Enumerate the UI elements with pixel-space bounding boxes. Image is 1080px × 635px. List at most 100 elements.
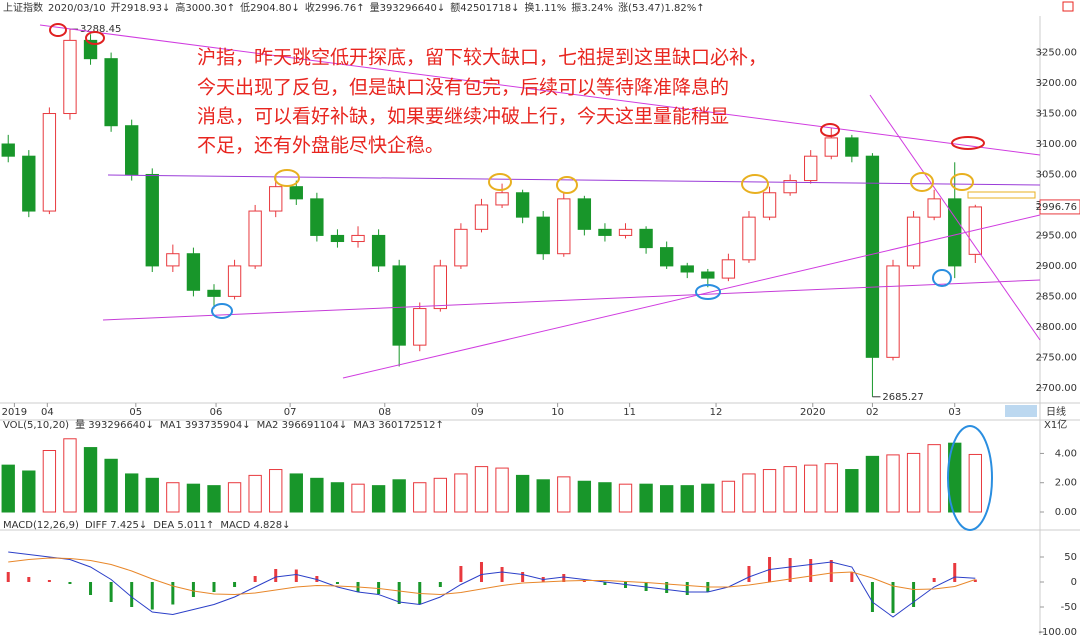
y-tick-label: 2850.00 (1036, 291, 1077, 302)
macd-bar (109, 582, 113, 602)
volume-bar (639, 483, 653, 513)
macd-bar (68, 582, 72, 584)
volume-bar (598, 482, 612, 513)
volume-bar (104, 458, 118, 513)
header-item: 振3.24% (571, 1, 613, 14)
candle-body (83, 39, 98, 60)
window-icon[interactable] (1062, 1, 1074, 12)
candle-body (865, 155, 880, 358)
y-tick-label: 2700.00 (1036, 383, 1077, 394)
y-tick-label: 50 (1064, 552, 1077, 563)
candle-body (618, 228, 633, 236)
volume-bar (269, 469, 283, 513)
macd-bar (953, 563, 957, 582)
macd-bar (335, 582, 339, 584)
candle-body (906, 216, 921, 267)
marker (556, 176, 578, 194)
candle-body (804, 155, 818, 182)
annotation-line: 今天出现了反包，但是缺口没有包完，后续可以等待降准降息的 (197, 77, 729, 99)
x-tick-label: 09 (471, 407, 484, 418)
legend-entry: MA2 396691104↓ (257, 420, 348, 431)
marker (695, 284, 721, 300)
header-item: 收2996.76↑ (305, 1, 365, 14)
macd-bar (191, 582, 195, 597)
header-item: 涨(53.47)1.82%↑ (618, 2, 705, 14)
volume-bar (42, 450, 57, 513)
legend-entry: MACD(12,26,9) (3, 520, 79, 531)
header-item: 量393296640↓ (370, 2, 446, 14)
candle-body (413, 308, 427, 346)
candle-body (783, 180, 797, 194)
volume-bar (474, 466, 489, 513)
x-tick-label: 05 (129, 407, 142, 418)
x-tick-label: 04 (41, 407, 54, 418)
plot-area: 2700.00 2750.00 2800.00 2850.00 2900.00 2950.… (1, 24, 1080, 635)
volume-bar (927, 444, 941, 513)
macd-bar (603, 582, 607, 585)
macd-bar (521, 572, 525, 582)
candle-body (433, 265, 448, 310)
x-tick-label: 12 (710, 407, 723, 418)
macd-bar (397, 582, 401, 604)
volume-bar (495, 467, 509, 513)
volume-bar (804, 464, 818, 513)
y-tick-label: 0.00 (1055, 507, 1077, 518)
x-tick-label: 08 (378, 407, 391, 418)
annotation-line: 消息，可以看好补缺，如果要继续冲破上行，今天这里量能稍显 (197, 106, 729, 128)
candle-body (557, 198, 571, 255)
volume-bar (762, 469, 777, 513)
volume-bar (454, 473, 468, 513)
high-label: 3288.45 (80, 24, 121, 35)
legend-entry: 量 393296640↓ (75, 419, 154, 431)
price-tag (1039, 199, 1080, 215)
macd-bar (912, 582, 916, 607)
scroll-bar[interactable] (1005, 405, 1037, 417)
candle-body (207, 289, 221, 297)
candle-body (495, 192, 509, 206)
volume-bar (577, 480, 592, 513)
macd-bar (788, 558, 792, 582)
macd-bar (212, 582, 216, 592)
macd-bar (274, 569, 278, 582)
macd-bar (870, 582, 874, 612)
macd-bar (685, 582, 689, 595)
candle-body (351, 234, 365, 243)
macd-bar (479, 562, 483, 582)
volume-bar (207, 485, 221, 513)
y-tick-label: 3100.00 (1036, 139, 1077, 150)
y-tick-label: 3250.00 (1036, 48, 1077, 59)
x-tick-label: 03 (948, 407, 961, 418)
candle-body (42, 113, 57, 212)
candle-body (742, 216, 756, 261)
volume-bar (186, 483, 201, 513)
volume-bar (783, 466, 797, 513)
candle-body (166, 253, 180, 267)
macd-bar (562, 574, 566, 582)
legend-entry: VOL(5,10,20) (3, 420, 69, 431)
marker (85, 31, 105, 45)
candle-body (762, 192, 777, 218)
candle-body (1, 143, 15, 157)
volume-bar (433, 477, 448, 513)
macd-bar (27, 577, 31, 582)
volume-bar (166, 482, 180, 513)
trend-lines (39, 23, 1041, 531)
header-item: 上证指数 (3, 1, 43, 14)
volume-bar (618, 483, 633, 513)
volume-bar (63, 438, 77, 513)
macd-bar (932, 578, 936, 582)
macd-line (8, 557, 976, 596)
volume-bar (536, 479, 550, 513)
candle-body (598, 228, 612, 236)
x-tick-label: 07 (284, 407, 297, 418)
header-item: 2020/03/10 (48, 3, 106, 14)
macd-bar (438, 582, 442, 587)
trend-line (102, 279, 1041, 321)
marker (274, 169, 300, 187)
candle-body (474, 204, 489, 230)
volume-bar (659, 485, 674, 513)
candle-body (104, 58, 118, 127)
marker (947, 425, 993, 531)
x-tick-label: 02 (866, 407, 879, 418)
